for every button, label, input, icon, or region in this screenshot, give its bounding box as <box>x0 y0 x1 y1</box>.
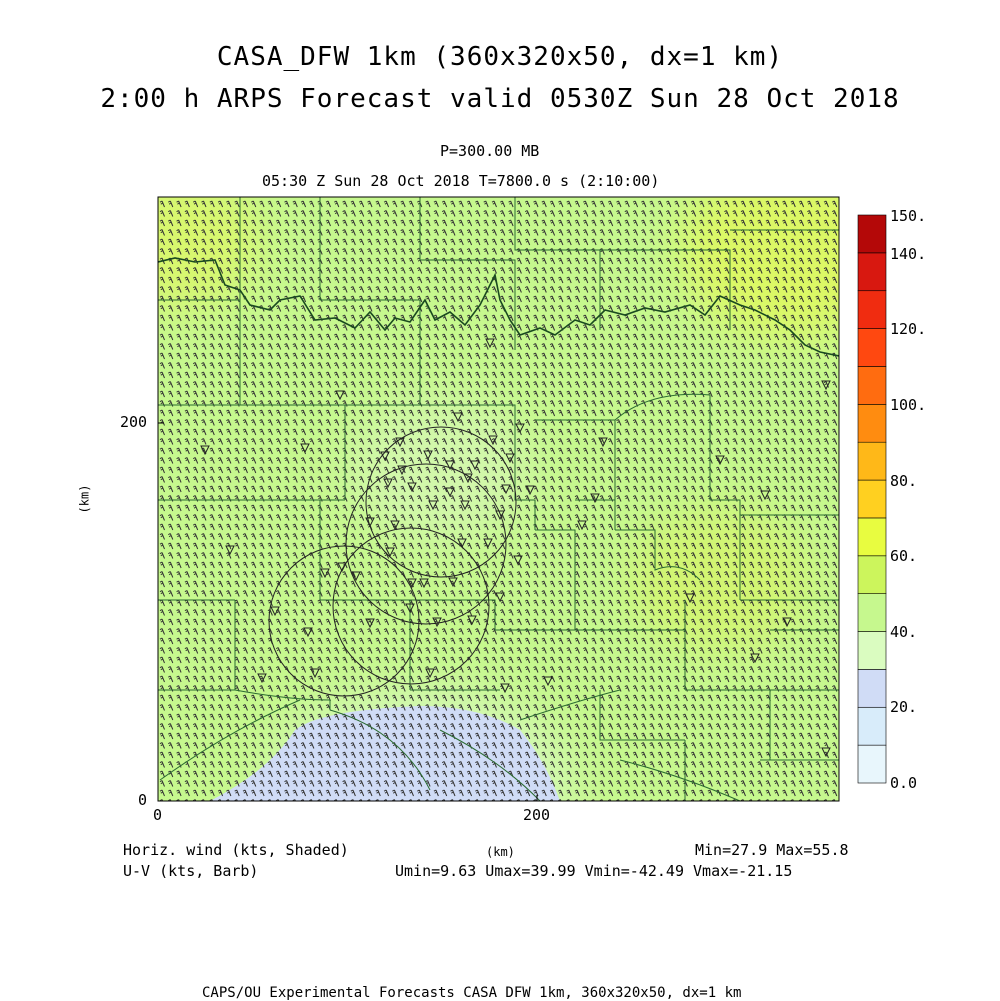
colorbar-bin-0 <box>857 744 887 784</box>
county-boundaries <box>158 197 839 801</box>
x-tick-label-200: 200 <box>523 806 551 824</box>
y-tick-label-0: 0 <box>138 791 148 809</box>
colorbar-label-100: 100. <box>890 396 927 414</box>
min-max-readout: Min=27.9 Max=55.8 <box>695 841 849 859</box>
x-tick-label-0: 0 <box>153 806 163 824</box>
colorbar-bin-4 <box>857 593 887 632</box>
credit-line: CAPS/OU Experimental Forecasts CASA DFW … <box>202 985 742 1001</box>
pressure-level: P=300.00 MB <box>440 142 540 160</box>
colorbar-label-150: 150. <box>890 207 927 225</box>
title-line-2: 2:00 h ARPS Forecast valid 0530Z Sun 28 … <box>100 84 900 114</box>
title-line-1: CASA_DFW 1km (360x320x50, dx=1 km) <box>216 42 784 72</box>
colorbar-bin-3 <box>857 631 887 670</box>
barb-field-label: U-V (kts, Barb) <box>123 862 259 880</box>
colorbar-bin-10 <box>857 366 887 405</box>
colorbar-bin-12 <box>857 290 887 329</box>
colorbar-bin-13 <box>857 252 887 292</box>
observation-stations <box>200 338 831 758</box>
colorbar-label-140: 140. <box>890 245 927 263</box>
colorbar-bin-14 <box>857 214 887 254</box>
colorbar-bin-8 <box>857 441 887 481</box>
colorbar-bin-7 <box>857 479 887 519</box>
colorbar-label-0: 0.0 <box>890 774 918 792</box>
wind-barbs <box>159 200 838 801</box>
uv-min-max-readout: Umin=9.63 Umax=39.99 Vmin=-42.49 Vmax=-2… <box>395 862 793 880</box>
colorbar-bin-9 <box>857 404 887 443</box>
plot-frame <box>157 196 840 802</box>
colorbar-bin-11 <box>857 328 887 367</box>
y-tick-label-200: 200 <box>120 413 148 431</box>
colorbar-label-60: 60. <box>890 547 918 565</box>
colorbar-label-20: 20. <box>890 698 918 716</box>
shaded-field-label: Horiz. wind (kts, Shaded) <box>123 841 349 859</box>
red-river <box>158 257 839 357</box>
colorbar-bin-2 <box>857 669 887 708</box>
colorbar-label-120: 120. <box>890 320 927 338</box>
colorbar-bin-1 <box>857 706 887 746</box>
colorbar-bin-5 <box>857 555 887 594</box>
x-axis-label: (km) <box>486 845 515 859</box>
colorbar-label-40: 40. <box>890 623 918 641</box>
colorbar-bin-6 <box>857 517 887 557</box>
valid-time: 05:30 Z Sun 28 Oct 2018 T=7800.0 s (2:10… <box>262 172 660 190</box>
colorbar <box>857 214 887 784</box>
radar-range-rings <box>268 426 517 697</box>
y-axis-label: (km) <box>77 484 92 514</box>
colorbar-label-80: 80. <box>890 472 918 490</box>
